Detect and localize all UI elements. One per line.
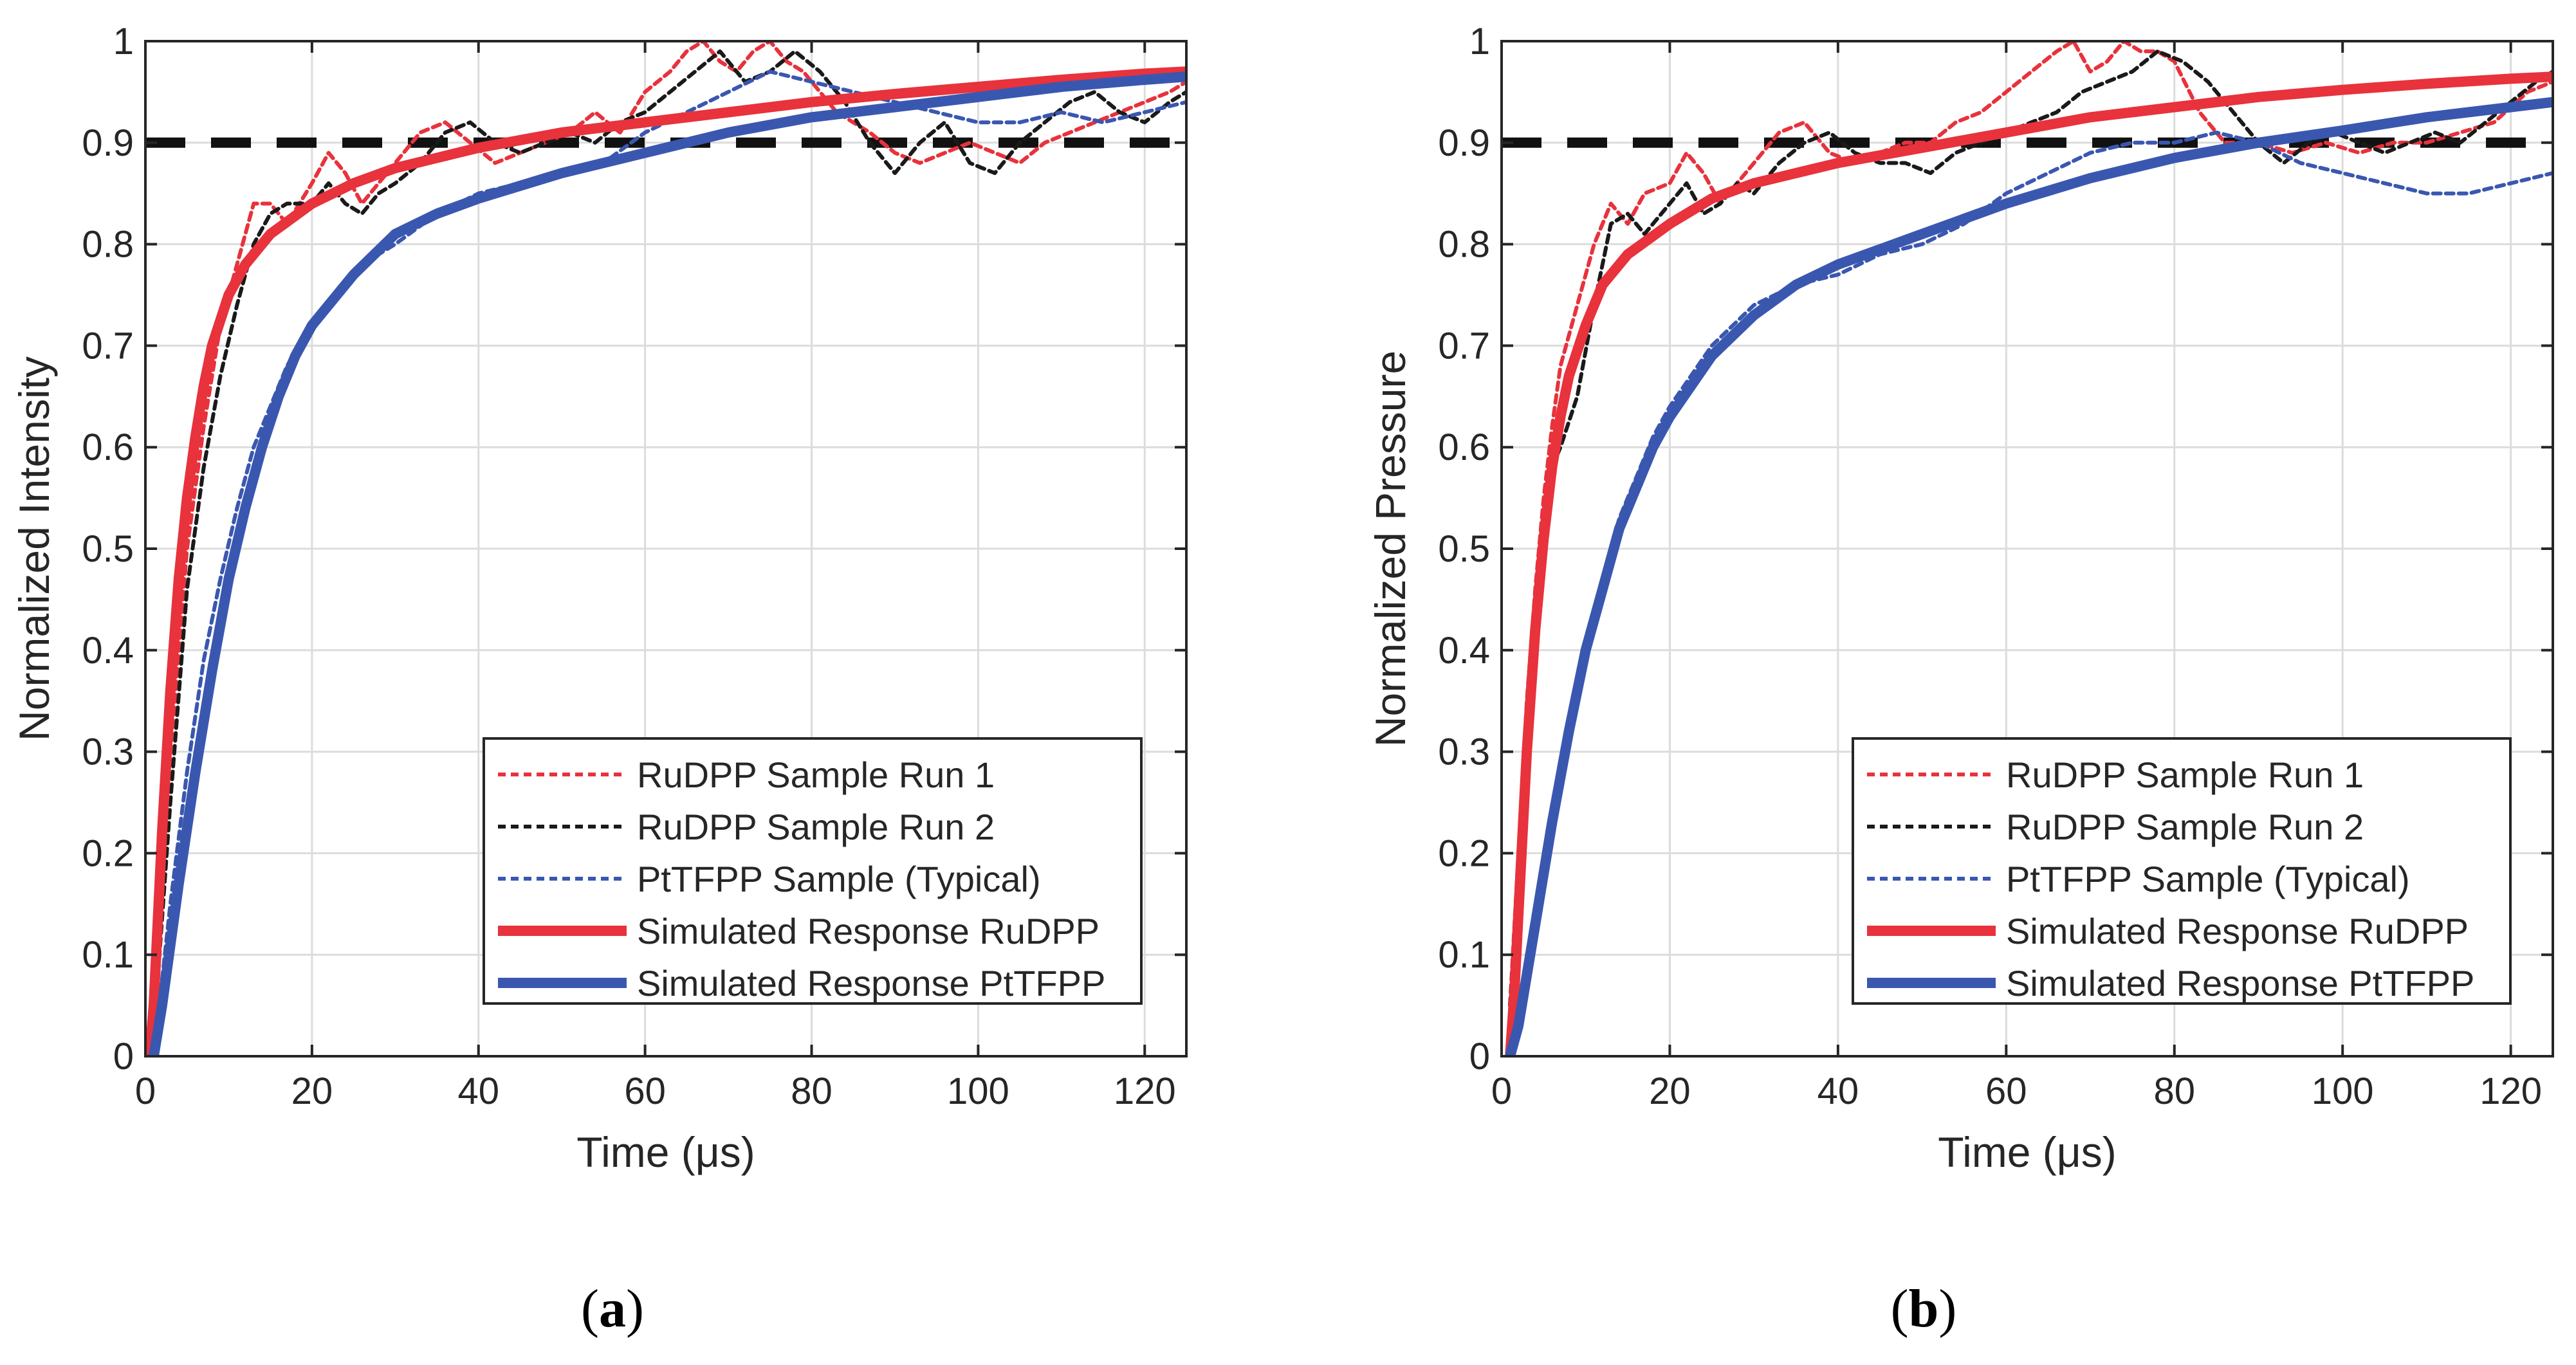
- x-axis-label: Time (μs): [576, 1128, 755, 1176]
- y-axis-label: Normalized Intensity: [10, 356, 58, 741]
- y-tick-label: 0.1: [1438, 934, 1490, 976]
- y-tick-label: 0.6: [82, 426, 134, 468]
- y-tick-label: 0.2: [82, 832, 134, 874]
- y-tick-label: 0.3: [82, 731, 134, 773]
- x-tick-label: 100: [947, 1070, 1009, 1112]
- legend-label: RuDPP Sample Run 2: [2006, 807, 2364, 847]
- y-tick-label: 1: [1469, 21, 1490, 62]
- panel-label-a: (a): [581, 1279, 644, 1339]
- series-group: [145, 41, 1186, 1056]
- legend-label: RuDPP Sample Run 1: [2006, 755, 2364, 795]
- x-tick-label: 60: [1985, 1070, 2027, 1112]
- y-tick-label: 0.5: [1438, 528, 1490, 570]
- x-tick-label: 60: [624, 1070, 666, 1112]
- x-tick-label: 80: [791, 1070, 833, 1112]
- x-axis-label: Time (μs): [1938, 1128, 2117, 1176]
- series-line-simulated-response-rudpp: [1505, 71, 2553, 1056]
- y-tick-label: 0.9: [1438, 122, 1490, 164]
- x-tick-label: 40: [458, 1070, 500, 1112]
- series-line-simulated-response-rudpp: [145, 66, 1186, 1056]
- series-group: [1505, 41, 2553, 1056]
- legend-label: RuDPP Sample Run 1: [637, 755, 995, 795]
- x-tick-label: 20: [291, 1070, 333, 1112]
- y-tick-label: 0: [113, 1036, 134, 1077]
- legend-box: [1852, 737, 2512, 1005]
- y-tick-label: 0.7: [82, 325, 134, 367]
- y-tick-label: 0.9: [82, 122, 134, 164]
- panel-letter-b: b: [1909, 1279, 1939, 1339]
- y-tick-label: 1: [113, 21, 134, 62]
- legend-label: Simulated Response PtTFPP: [637, 963, 1105, 1003]
- x-tick-label: 0: [135, 1070, 156, 1112]
- legend-label: PtTFPP Sample (Typical): [2006, 859, 2410, 899]
- y-tick-label: 0.6: [1438, 426, 1490, 468]
- x-tick-label: 120: [1114, 1070, 1176, 1112]
- x-tick-label: 20: [1649, 1070, 1691, 1112]
- y-tick-label: 0.2: [1438, 832, 1490, 874]
- y-tick-label: 0.5: [82, 528, 134, 570]
- x-tick-label: 120: [2479, 1070, 2542, 1112]
- legend-box: [483, 737, 1143, 1005]
- x-tick-label: 40: [1817, 1070, 1859, 1112]
- legend-label: RuDPP Sample Run 2: [637, 807, 995, 847]
- y-tick-label: 0.8: [82, 224, 134, 266]
- y-tick-label: 0.7: [1438, 325, 1490, 367]
- series-line-simulated-response-pttfpp: [1505, 96, 2553, 1056]
- y-tick-label: 0.8: [1438, 224, 1490, 266]
- legend-label: Simulated Response RuDPP: [637, 911, 1099, 951]
- legend: RuDPP Sample Run 1 RuDPP Sample Run 2 PtTF…: [483, 737, 1143, 1005]
- y-tick-label: 0.4: [1438, 630, 1490, 672]
- x-tick-label: 100: [2312, 1070, 2374, 1112]
- legend-label: Simulated Response RuDPP: [2006, 911, 2469, 951]
- panel-label-b: (b): [1891, 1279, 1957, 1339]
- legend-label: Simulated Response PtTFPP: [2006, 963, 2474, 1003]
- chart-b: 0 20 40 60 80 100 120 0 0.1 0.2 0.3 0.4 0.5 0.6 0.7 0.8…: [1366, 21, 2554, 1176]
- panel-letter-a: a: [599, 1279, 626, 1339]
- series-line-simulated-response-pttfpp: [148, 71, 1186, 1056]
- y-tick-label: 0.4: [82, 630, 134, 672]
- x-tick-label: 80: [2154, 1070, 2196, 1112]
- y-tick-label: 0.3: [1438, 731, 1490, 773]
- legend: RuDPP Sample Run 1 RuDPP Sample Run 2 PtTF…: [1852, 737, 2512, 1005]
- y-tick-label: 0: [1469, 1036, 1490, 1077]
- chart-a: 0 20 40 60 80 100 120 0 0.1 0.2 0.3 0.4 0.5 0.6 0.7 0.8…: [10, 21, 1188, 1176]
- y-axis-label: Normalized Pressure: [1366, 351, 1414, 747]
- x-tick-label: 0: [1491, 1070, 1512, 1112]
- y-tick-label: 0.1: [82, 934, 134, 976]
- legend-label: PtTFPP Sample (Typical): [637, 859, 1041, 899]
